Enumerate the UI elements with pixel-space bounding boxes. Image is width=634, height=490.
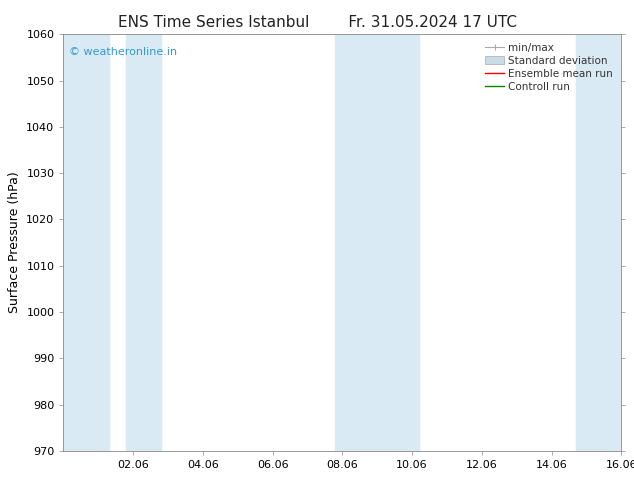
Bar <box>63 34 109 451</box>
Legend: min/max, Standard deviation, Ensemble mean run, Controll run: min/max, Standard deviation, Ensemble me… <box>482 40 616 95</box>
Bar <box>335 34 419 451</box>
Text: © weatheronline.in: © weatheronline.in <box>69 47 177 57</box>
Text: ENS Time Series Istanbul        Fr. 31.05.2024 17 UTC: ENS Time Series Istanbul Fr. 31.05.2024 … <box>117 15 517 30</box>
Bar <box>126 34 161 451</box>
Y-axis label: Surface Pressure (hPa): Surface Pressure (hPa) <box>8 172 21 314</box>
Bar <box>576 34 621 451</box>
